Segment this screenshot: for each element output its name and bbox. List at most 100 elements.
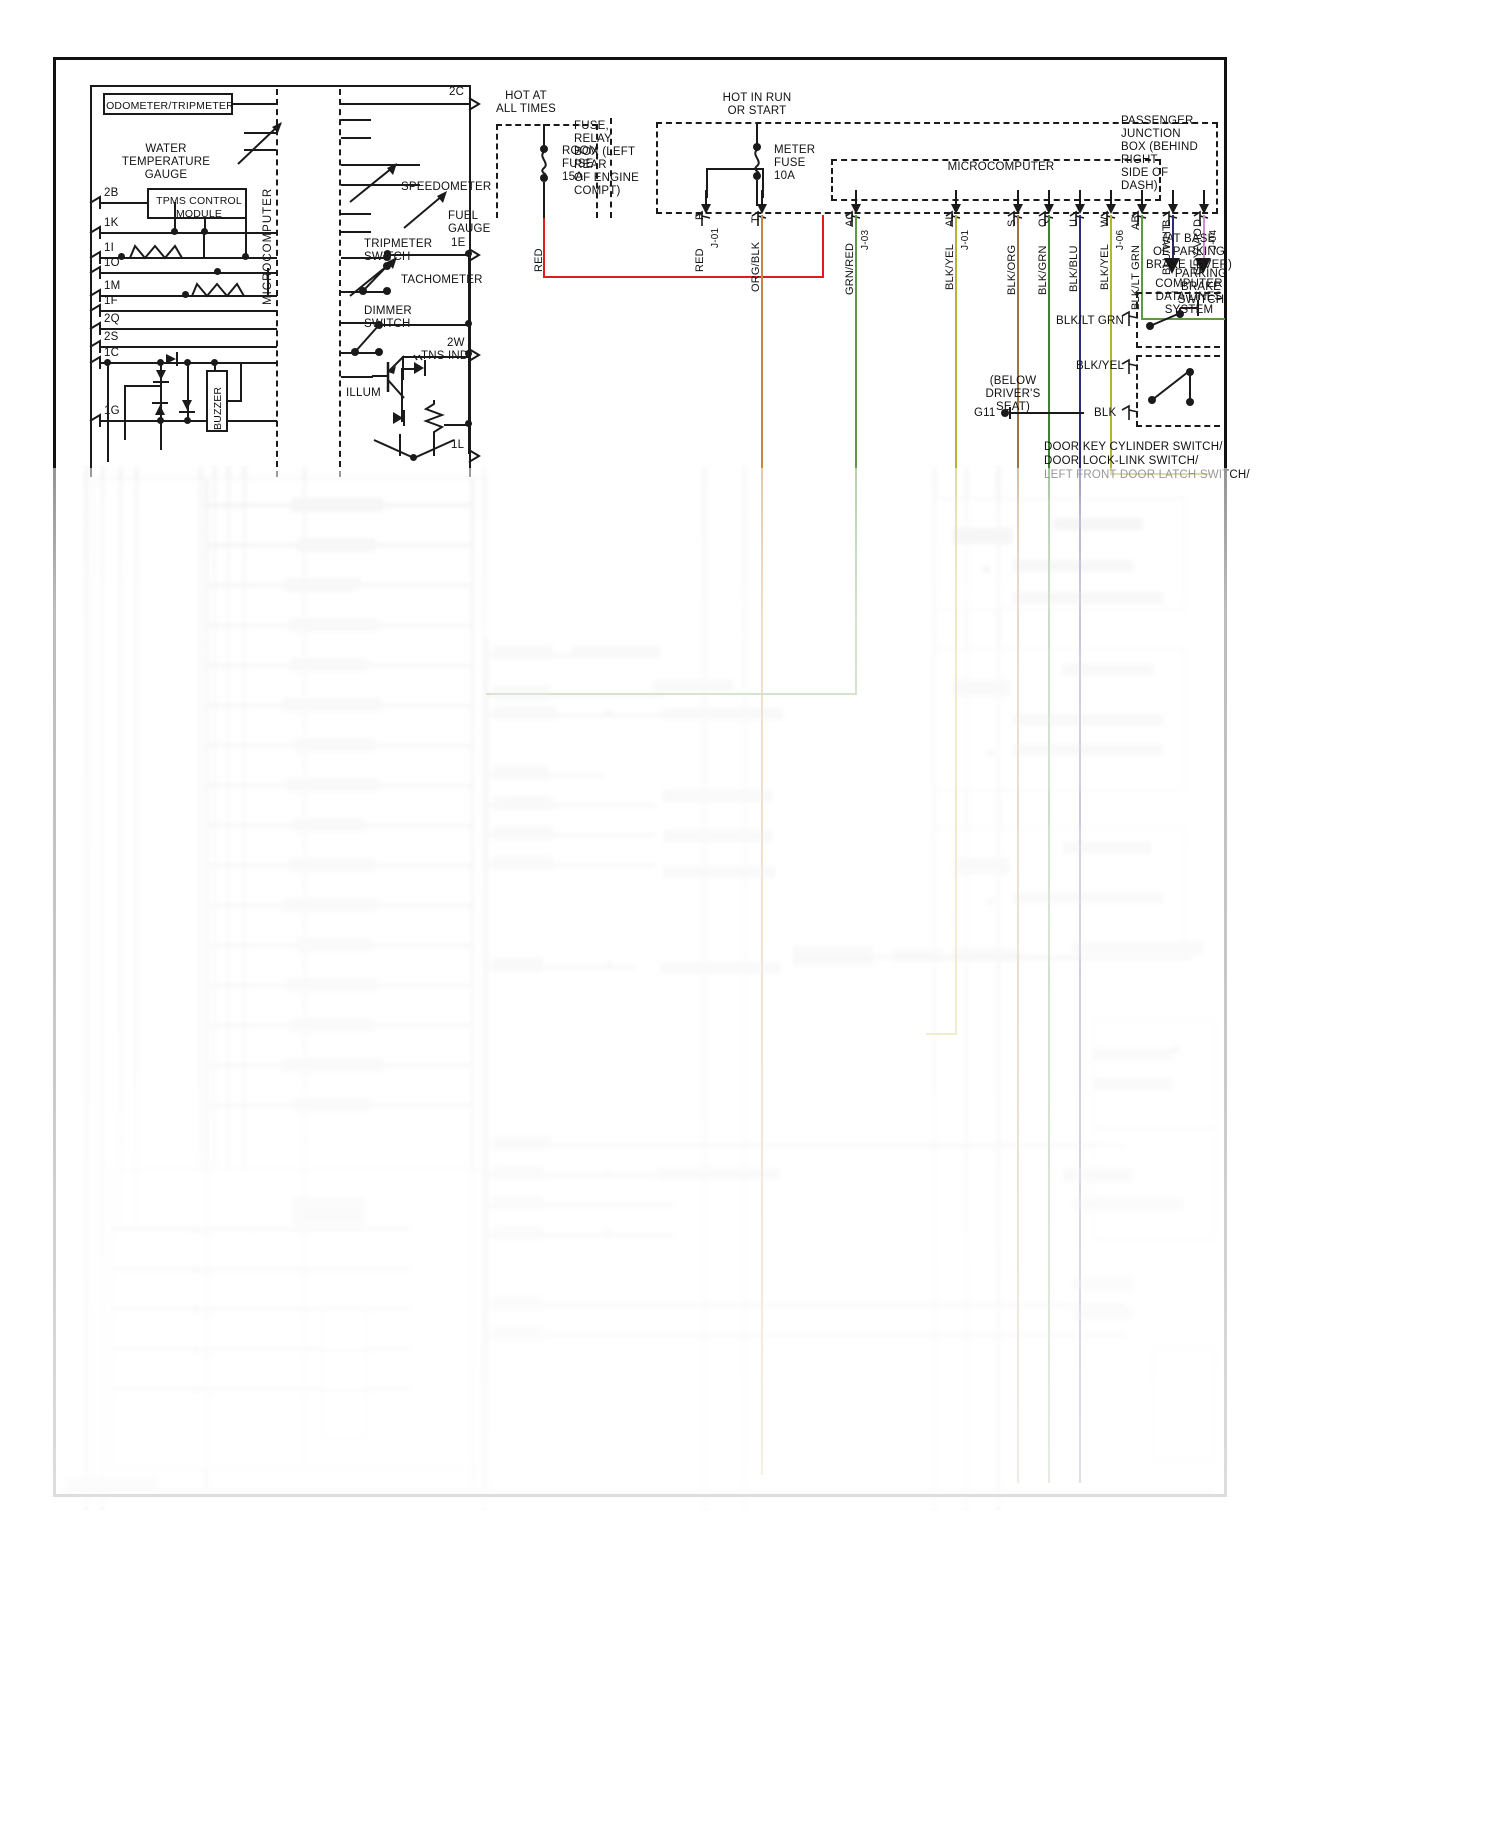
pin-2q: 2Q [104,313,120,325]
arrow-gry-vio-down-icon [1195,258,1211,274]
tachometer-label: TACHOMETER [401,274,483,286]
buzzer-box: BUZZER [206,370,228,432]
microcomputer-right-label: MICROCOMPUTER [947,161,1055,173]
parking-brake-wire-label: BLK/LT GRN [1056,315,1125,327]
pin-1k: 1K [104,217,119,229]
fuel-gauge-label: FUEL GAUGE [448,210,491,235]
wire-label-grn-red: GRN/RED [844,242,856,295]
pin-2c: 2C [449,86,465,98]
parking-brake-location-label: (AT BASE OF PARKING BRAKE LEVER) [1145,233,1233,271]
diode-1c-icon [153,370,169,383]
conn-grn-red: J-03 [860,229,871,250]
wire-blk-yel-w [1110,215,1112,475]
water-temperature-gauge-label: WATER TEMPERATURE GAUGE [121,143,211,181]
pin-letter-blk-yel-w: W [1099,216,1111,227]
fuel-gauge-needle-icon [403,191,447,229]
wire-red-up-to-junction [822,215,824,278]
terminal-arrow-blk-grn [1044,190,1054,214]
pin-letter-red-r: R [694,211,706,220]
wire-label-blk-yel-w: BLK/YEL [1099,243,1111,290]
pin-2s: 2S [104,331,119,343]
wire-label-blk-blu: BLK/BLU [1068,245,1080,292]
wire-label-red-left: RED [533,248,545,272]
door-key-cylinder-switch-icon [1121,358,1194,420]
fuse-relay-box-label: FUSE, RELAY BOX (LEFT REAR OF ENGINE COM… [574,120,640,197]
terminal-arrow-blk-org [1013,190,1023,214]
terminal-hook-red-r [695,210,711,226]
diode-horizontal-icon [166,352,178,366]
door-switch-outline [1136,355,1220,427]
pin-1f: 1F [104,295,118,307]
pin-1l: 1L [451,439,465,451]
door-switch-wire-bottom-label: BLK [1094,407,1117,419]
wire-blk-ltgrn-h [1141,318,1225,320]
pin-1m: 1M [104,280,121,292]
wire-gry-vio [1203,215,1205,263]
wire-blk-ltgrn [1141,215,1143,320]
diode-1g-icon [152,402,168,415]
illum-label: ILLUM [346,387,381,399]
wire-label-org-blk: ORG/BLK [750,241,762,292]
wire-label-red-r: RED [694,248,706,272]
parking-brake-switch-icon [1121,300,1199,330]
wire-red-horizontal [543,276,824,278]
wire-red-vertical [543,218,545,278]
junction-box-right-edge [1216,122,1218,214]
water-temp-needle-icon [237,122,282,165]
wire-label-blk-yel-al: BLK/YEL [944,243,956,290]
pin-letter-grn-red: AC [844,211,856,227]
microcomputer-box-top [831,159,1161,161]
led-illum-icon [393,410,405,426]
parking-brake-switch-outline [1136,292,1220,348]
fuse-relay-box-outline [496,124,598,218]
microcomputer-box-bottom [831,199,1161,201]
diagram-lower-faded-region [53,468,1227,1508]
pin-letter-blk-yel-al: AL [944,213,956,227]
wire-label-blk-grn: BLK/GRN [1037,245,1049,295]
pin-letter-org-blk: T [750,216,762,223]
door-switch-wire-top-label: BLK/YEL [1076,360,1125,372]
led-tns-icon [413,354,426,376]
diode-buzzer-icon [179,400,195,413]
odometer-tripmeter-box: ODOMETER/TRIPMETER [103,93,234,115]
cluster-microcomputer-right-edge [339,89,341,477]
hot-at-all-times-label: HOT AT ALL TIMES [496,90,556,115]
terminal-arrow-grn-red [851,190,861,214]
resistor-1o-1m-icon [186,268,269,298]
tpms-control-module-box: TPMS CONTROL MODULE [147,188,247,220]
door-switch-ground-label: G11 [974,407,996,419]
arrow-blu-wht-down-icon [1164,258,1180,274]
wire-label-blk-org: BLK/ORG [1006,244,1018,295]
pin-2w: 2W [447,337,465,349]
cluster-microcomputer-left-edge [276,89,278,477]
pin-letter-blk-org: S [1006,219,1018,227]
room-fuse-icon [540,145,548,182]
microcomputer-box-right [1159,159,1161,201]
resistor-1k-1i-icon [124,230,205,260]
pin-2b: 2B [104,187,119,199]
terminal-arrow-blk-yel-al [951,190,961,214]
microcomputer-box-left [831,159,833,201]
room-fuse-label: ROOM FUSE 15A [562,145,599,183]
pin-1o: 1O [104,257,120,269]
parking-brake-switch-label: PARKING BRAKE SWITCH [1174,268,1228,306]
resistor-illum-icon [423,400,445,440]
wire-grn-red [855,215,857,695]
terminal-arrow-blk-ltgrn [1137,190,1147,214]
pin-1c: 1C [104,347,120,359]
hot-in-run-or-start-label: HOT IN RUN OR START [722,92,792,117]
pin-1e: 1E [451,237,466,249]
terminal-arrow-red-r [701,190,711,214]
pin-letter-blk-ltgrn: AB [1130,214,1142,230]
junction-box-left-edge [656,122,658,214]
conn-blk-yel-w: J-06 [1115,229,1126,250]
pin-letter-gry-vio: D [1192,218,1204,227]
passenger-junction-box-label: PASSENGER JUNCTION BOX (BEHIND RIGHT SID… [1121,115,1198,192]
pin-1i: 1I [104,242,114,254]
conn-red-r: J-01 [710,227,721,248]
terminal-arrow-blk-yel-w [1106,190,1116,214]
odometer-label: ODOMETER/TRIPMETER [106,100,234,112]
meter-fuse-icon [753,143,761,180]
junction-box-bottom-edge [656,212,1218,214]
